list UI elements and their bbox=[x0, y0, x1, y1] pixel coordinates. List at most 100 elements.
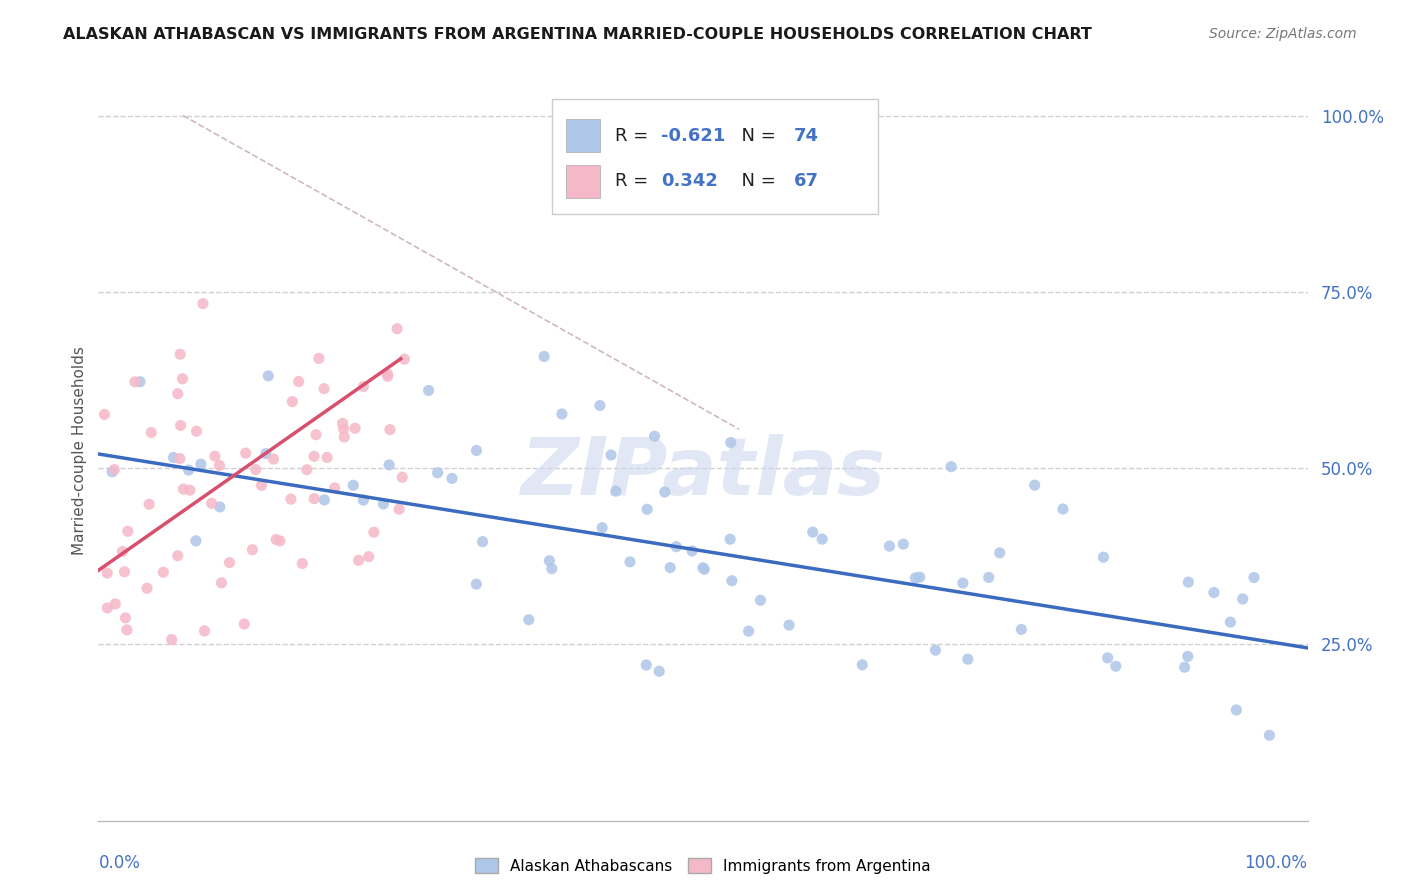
Point bbox=[352, 379, 374, 393]
Point bbox=[332, 417, 354, 431]
Point bbox=[138, 497, 160, 511]
Point bbox=[172, 372, 194, 386]
Text: Source: ZipAtlas.com: Source: ZipAtlas.com bbox=[1209, 27, 1357, 41]
Point bbox=[190, 457, 212, 471]
Point bbox=[177, 463, 200, 477]
Point bbox=[533, 350, 555, 364]
Point bbox=[263, 452, 285, 467]
Point bbox=[692, 560, 714, 574]
Y-axis label: Married-couple Households: Married-couple Households bbox=[72, 346, 87, 555]
Point bbox=[291, 557, 314, 571]
Point bbox=[344, 421, 367, 435]
Point bbox=[169, 347, 191, 361]
Point bbox=[591, 521, 613, 535]
Point bbox=[184, 533, 207, 548]
Point bbox=[388, 502, 411, 516]
Point bbox=[648, 664, 671, 678]
Point bbox=[385, 322, 408, 336]
Point bbox=[636, 658, 658, 673]
Point bbox=[208, 500, 231, 514]
Point bbox=[471, 534, 494, 549]
Point bbox=[908, 570, 931, 584]
Point bbox=[1225, 703, 1247, 717]
Point bbox=[373, 497, 395, 511]
Point bbox=[114, 611, 136, 625]
Point bbox=[93, 408, 115, 422]
Point bbox=[465, 443, 488, 458]
Point bbox=[117, 524, 139, 539]
Point bbox=[316, 450, 339, 465]
Point bbox=[619, 555, 641, 569]
Point bbox=[357, 549, 380, 564]
Text: N =: N = bbox=[730, 127, 782, 145]
Point bbox=[1174, 660, 1197, 674]
Text: 100.0%: 100.0% bbox=[1244, 854, 1308, 872]
Point bbox=[308, 351, 330, 366]
Point bbox=[104, 597, 127, 611]
Point bbox=[654, 485, 676, 500]
Point bbox=[312, 382, 335, 396]
Point bbox=[209, 575, 232, 590]
Point bbox=[378, 458, 401, 472]
Text: ALASKAN ATHABASCAN VS IMMIGRANTS FROM ARGENTINA MARRIED-COUPLE HOUSEHOLDS CORREL: ALASKAN ATHABASCAN VS IMMIGRANTS FROM AR… bbox=[63, 27, 1092, 42]
Point bbox=[152, 566, 174, 580]
Point bbox=[302, 491, 325, 506]
Point bbox=[136, 581, 159, 595]
Legend: Alaskan Athabascans, Immigrants from Argentina: Alaskan Athabascans, Immigrants from Arg… bbox=[470, 852, 936, 880]
Point bbox=[208, 458, 231, 473]
Point bbox=[347, 553, 370, 567]
Point bbox=[939, 459, 962, 474]
Point bbox=[124, 375, 146, 389]
Point bbox=[169, 451, 191, 466]
Point bbox=[233, 617, 256, 632]
Point bbox=[1232, 592, 1254, 607]
Point bbox=[851, 657, 873, 672]
Point bbox=[801, 525, 824, 540]
Point bbox=[879, 539, 901, 553]
Point bbox=[101, 465, 124, 479]
Point bbox=[811, 532, 834, 546]
Point bbox=[191, 296, 214, 310]
Text: N =: N = bbox=[730, 172, 782, 190]
Point bbox=[1177, 649, 1199, 664]
Point bbox=[264, 533, 287, 547]
Text: 74: 74 bbox=[794, 127, 818, 145]
Point bbox=[517, 613, 540, 627]
Point bbox=[540, 561, 562, 575]
Text: 0.342: 0.342 bbox=[661, 172, 717, 190]
Point bbox=[160, 632, 183, 647]
Text: R =: R = bbox=[614, 127, 654, 145]
Point bbox=[589, 399, 612, 413]
Point bbox=[737, 624, 759, 639]
Point bbox=[665, 540, 688, 554]
Bar bbox=[567, 119, 600, 153]
Point bbox=[201, 496, 224, 510]
Point bbox=[600, 448, 623, 462]
Point bbox=[391, 470, 413, 484]
Point bbox=[440, 471, 463, 485]
Point bbox=[749, 593, 772, 607]
Point bbox=[302, 450, 325, 464]
Point bbox=[1243, 570, 1265, 584]
Point bbox=[166, 549, 188, 563]
Point bbox=[111, 544, 134, 558]
Point bbox=[186, 424, 208, 438]
Point bbox=[465, 577, 488, 591]
Point bbox=[1105, 659, 1128, 673]
Point bbox=[333, 430, 356, 444]
Point bbox=[778, 618, 800, 632]
Point bbox=[538, 554, 561, 568]
Point bbox=[193, 624, 215, 638]
Point bbox=[129, 375, 152, 389]
Point bbox=[114, 565, 136, 579]
Point bbox=[1092, 550, 1115, 565]
Point bbox=[659, 560, 682, 574]
Point bbox=[179, 483, 201, 498]
Point bbox=[1219, 615, 1241, 629]
Point bbox=[342, 478, 364, 492]
Point bbox=[245, 462, 267, 476]
Point bbox=[305, 427, 328, 442]
Point bbox=[169, 418, 191, 433]
Point bbox=[418, 384, 440, 398]
Point bbox=[977, 570, 1000, 584]
